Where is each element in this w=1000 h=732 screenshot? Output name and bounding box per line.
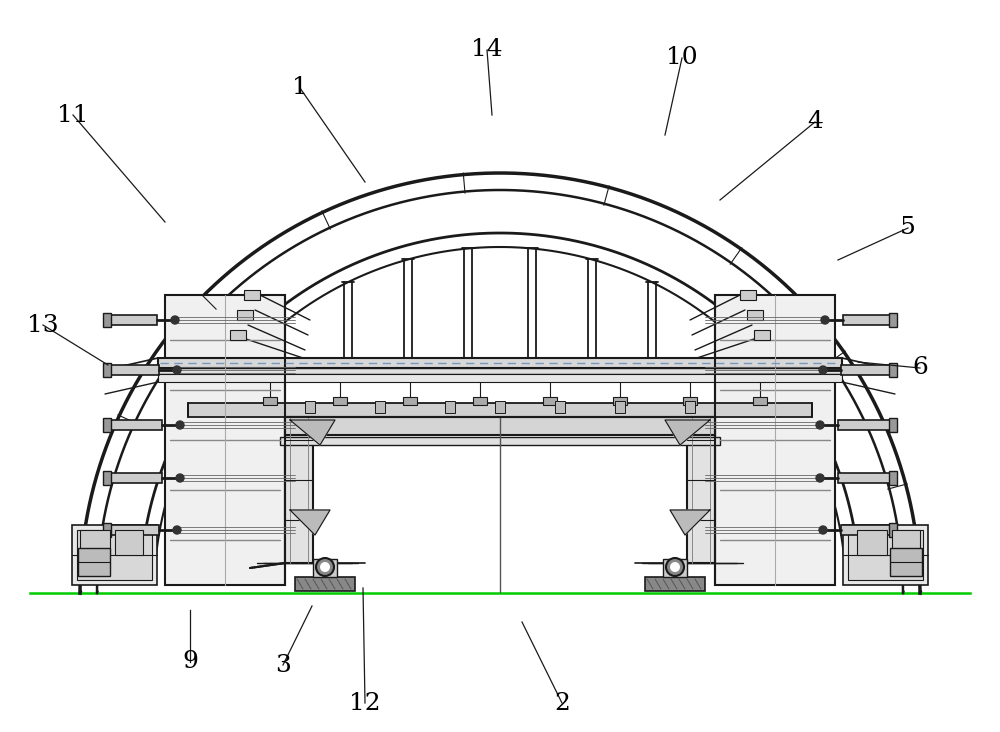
Bar (843, 315, 893, 325)
Bar (890, 548, 922, 576)
Bar (715, 295, 835, 585)
Bar (72, 525, 157, 585)
Bar (375, 401, 385, 413)
Bar (158, 358, 842, 368)
Bar (280, 437, 720, 445)
Bar (107, 473, 162, 483)
Circle shape (816, 421, 824, 429)
Bar (165, 295, 285, 585)
Bar (747, 310, 763, 320)
Bar (107, 315, 157, 325)
Bar (295, 577, 355, 591)
Bar (107, 525, 159, 535)
Circle shape (819, 366, 827, 374)
Circle shape (816, 474, 824, 482)
Text: 9: 9 (182, 651, 198, 673)
Bar (645, 577, 705, 591)
Bar (244, 290, 260, 300)
Bar (613, 397, 627, 405)
Bar (857, 530, 887, 555)
Bar (158, 374, 842, 382)
Bar (841, 365, 893, 375)
Bar (838, 420, 893, 430)
Text: 10: 10 (666, 47, 698, 70)
Bar (107, 420, 162, 430)
Text: 6: 6 (912, 356, 928, 379)
Bar (555, 401, 565, 413)
Bar (495, 401, 505, 413)
Bar (848, 530, 923, 580)
Bar (683, 397, 697, 405)
Bar (77, 530, 152, 580)
Bar (843, 525, 928, 585)
Bar (841, 525, 893, 535)
Text: 11: 11 (57, 103, 89, 127)
Bar (889, 418, 897, 432)
Text: 13: 13 (27, 313, 59, 337)
Text: 1: 1 (292, 77, 308, 100)
Circle shape (670, 562, 680, 572)
Text: 4: 4 (807, 111, 823, 133)
Circle shape (819, 526, 827, 534)
Bar (445, 401, 455, 413)
Bar (237, 310, 253, 320)
Text: 3: 3 (275, 654, 291, 676)
Bar (889, 313, 897, 327)
Bar (543, 397, 557, 405)
Bar (663, 559, 687, 577)
Bar (333, 397, 347, 405)
Bar (80, 530, 110, 555)
Bar (103, 418, 111, 432)
Polygon shape (670, 510, 710, 535)
Polygon shape (665, 420, 710, 445)
Polygon shape (290, 420, 335, 445)
Bar (230, 330, 246, 340)
Bar (103, 523, 111, 537)
Circle shape (173, 366, 181, 374)
Bar (889, 363, 897, 377)
Bar (78, 548, 110, 576)
Circle shape (821, 316, 829, 324)
Circle shape (316, 558, 334, 576)
Bar (285, 417, 715, 435)
Bar (754, 330, 770, 340)
Bar (158, 368, 842, 374)
Bar (115, 530, 143, 555)
Circle shape (176, 474, 184, 482)
Bar (473, 397, 487, 405)
Bar (313, 559, 337, 577)
Text: 2: 2 (554, 692, 570, 714)
Bar (103, 363, 111, 377)
Bar (685, 401, 695, 413)
Bar (188, 403, 812, 417)
Bar (263, 397, 277, 405)
Bar (740, 290, 756, 300)
Text: 5: 5 (900, 217, 916, 239)
Bar (889, 471, 897, 485)
Bar (838, 473, 893, 483)
Bar (103, 471, 111, 485)
Bar (403, 397, 417, 405)
Bar (107, 365, 159, 375)
Circle shape (173, 526, 181, 534)
Circle shape (176, 421, 184, 429)
Polygon shape (290, 510, 330, 535)
Circle shape (171, 316, 179, 324)
Text: 14: 14 (471, 39, 503, 61)
Circle shape (320, 562, 330, 572)
Bar (753, 397, 767, 405)
Bar (615, 401, 625, 413)
Bar (305, 401, 315, 413)
Circle shape (666, 558, 684, 576)
Bar (892, 530, 920, 555)
Bar (889, 523, 897, 537)
Text: 12: 12 (349, 692, 381, 714)
Bar (687, 417, 715, 563)
Bar (103, 313, 111, 327)
Bar (285, 417, 313, 563)
